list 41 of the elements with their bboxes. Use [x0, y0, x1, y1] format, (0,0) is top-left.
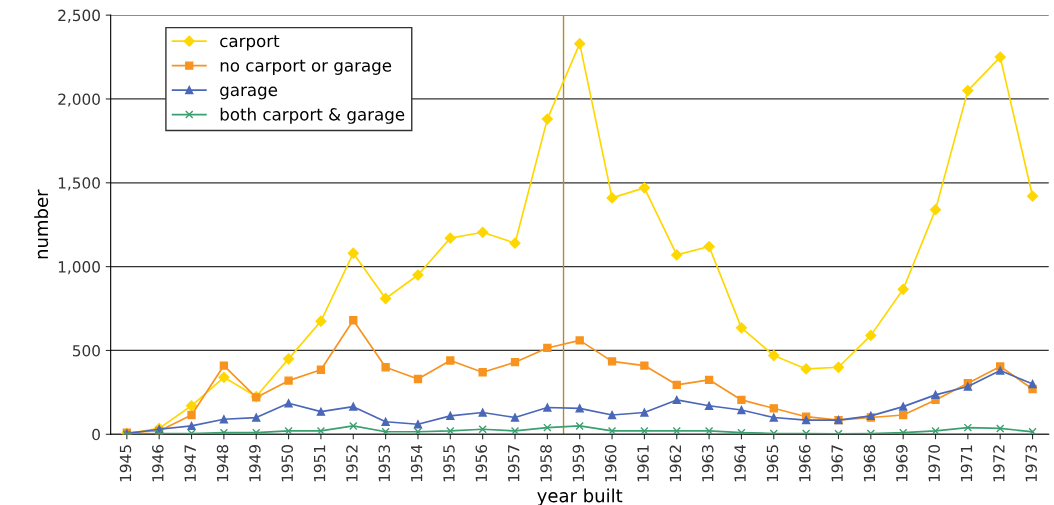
x-tick-label: 1953: [378, 445, 391, 482]
x-tick-label: 1968: [863, 445, 876, 482]
x-tick-label: 1955: [443, 445, 455, 482]
legend-label: both carport & garage: [220, 107, 405, 124]
y-axis-title: number: [34, 189, 49, 259]
y-tick-label: 0: [92, 428, 100, 441]
x-tick-label: 1972: [993, 445, 1005, 482]
x-tick-label: 1954: [410, 444, 423, 482]
x-tick-label: 1961: [637, 445, 649, 482]
y-tick-label: 1,500: [58, 177, 100, 191]
x-tick-label: 1970: [928, 445, 940, 482]
x-tick-label: 1973: [1025, 445, 1037, 482]
x-tick-label: 1967: [831, 445, 843, 482]
y-tick-label: 2,500: [58, 9, 100, 23]
legend-label: carport: [220, 35, 280, 51]
x-tick-label: 1949: [249, 445, 261, 482]
legend-label: garage: [220, 86, 278, 100]
x-tick-label: 1963: [701, 445, 714, 482]
y-tick-label: 2,000: [58, 93, 100, 107]
x-tick-label: 1956: [475, 444, 488, 482]
x-tick-label: 1969: [896, 445, 908, 482]
x-tick-label: 1958: [540, 445, 552, 482]
y-tick-label: 500: [72, 344, 100, 357]
x-tick-label: 1971: [960, 445, 973, 482]
x-tick-label: 1966: [799, 444, 811, 482]
x-tick-label: 1957: [507, 445, 520, 482]
x-tick-label: 1960: [604, 445, 617, 482]
x-tick-label: 1950: [281, 445, 294, 482]
x-tick-label: 1964: [734, 444, 746, 482]
x-tick-label: 1947: [184, 445, 196, 482]
x-tick-label: 1948: [216, 445, 229, 482]
legend-label: no carport or garage: [220, 59, 392, 75]
x-axis-title: year built: [537, 488, 623, 505]
x-tick-label: 1951: [313, 445, 326, 482]
x-tick-label: 1959: [572, 445, 585, 482]
y-tick-label: 1,000: [58, 261, 100, 275]
x-tick-label: 1965: [766, 445, 779, 482]
x-tick-label: 1962: [669, 445, 682, 482]
x-tick-label: 1945: [119, 445, 132, 482]
x-tick-label: 1952: [346, 445, 358, 482]
x-tick-label: 1946: [152, 444, 164, 482]
